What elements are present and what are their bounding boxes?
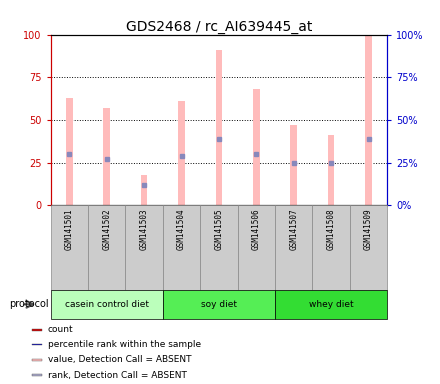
Text: casein control diet: casein control diet (65, 300, 149, 309)
Text: soy diet: soy diet (201, 300, 237, 309)
Text: protocol: protocol (9, 299, 48, 310)
Text: GSM141503: GSM141503 (139, 208, 149, 250)
Text: GSM141506: GSM141506 (252, 208, 261, 250)
Text: GSM141509: GSM141509 (364, 208, 373, 250)
Bar (103, 108, 110, 205)
Text: GSM141501: GSM141501 (65, 208, 74, 250)
Bar (141, 175, 147, 205)
Bar (290, 125, 297, 205)
Bar (312, 205, 350, 290)
Text: GSM141507: GSM141507 (289, 208, 298, 250)
Bar (178, 101, 185, 205)
Bar (32, 344, 42, 345)
Text: GSM141505: GSM141505 (214, 208, 224, 250)
Bar (125, 205, 163, 290)
Bar (163, 205, 200, 290)
Bar (253, 89, 260, 205)
Bar (32, 329, 42, 331)
Title: GDS2468 / rc_AI639445_at: GDS2468 / rc_AI639445_at (126, 20, 312, 33)
Bar (328, 136, 334, 205)
Bar (238, 205, 275, 290)
Text: GSM141508: GSM141508 (326, 208, 336, 250)
Text: whey diet: whey diet (309, 300, 353, 309)
Bar (200, 205, 238, 290)
Bar (51, 205, 88, 290)
Text: GSM141502: GSM141502 (102, 208, 111, 250)
Bar (163, 290, 275, 319)
Text: percentile rank within the sample: percentile rank within the sample (48, 340, 201, 349)
Text: value, Detection Call = ABSENT: value, Detection Call = ABSENT (48, 355, 191, 364)
Bar (32, 374, 42, 376)
Text: GSM141504: GSM141504 (177, 208, 186, 250)
Bar (365, 35, 372, 205)
Bar (350, 205, 387, 290)
Text: rank, Detection Call = ABSENT: rank, Detection Call = ABSENT (48, 371, 187, 380)
Bar (275, 205, 312, 290)
Text: count: count (48, 325, 73, 334)
Bar (66, 98, 73, 205)
Bar (32, 359, 42, 361)
Bar (88, 205, 125, 290)
Bar (216, 50, 222, 205)
Bar (51, 290, 163, 319)
Bar (275, 290, 387, 319)
